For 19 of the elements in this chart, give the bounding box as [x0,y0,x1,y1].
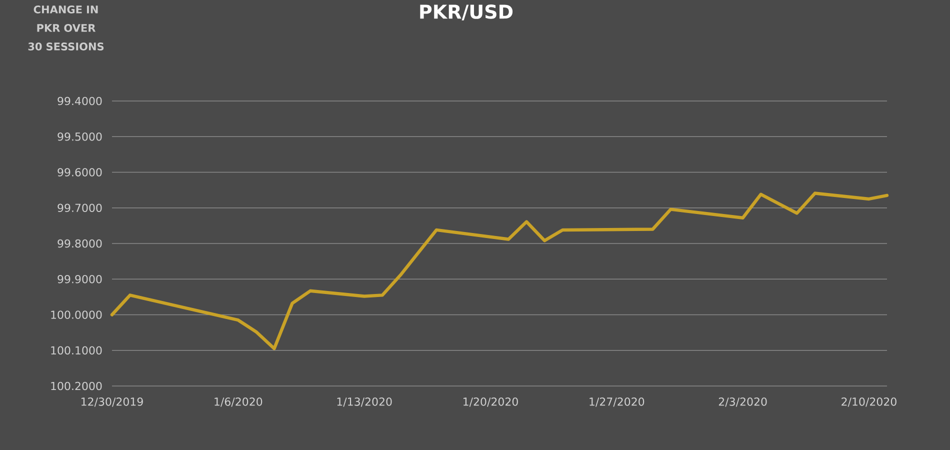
y-tick-label: 100.0000 [51,310,102,319]
y-tick-label: 99.6000 [58,168,102,176]
y-tick-label: 99.7000 [58,204,102,212]
y-tick-label: 99.9000 [58,274,102,284]
y-axis-title: CHANGE IN PKR OVER 30 SESSIONS [28,6,104,50]
x-tick-label: 1/20/2020 [463,398,518,407]
x-tick-label: 2/3/2020 [718,398,767,407]
x-tick-label: 2/10/2020 [842,398,896,407]
x-tick-label: 1/13/2020 [337,398,392,407]
x-tick-label: 1/27/2020 [590,398,644,407]
y-tick-label: 99.8000 [58,239,102,248]
x-tick-label: 1/6/2020 [214,398,262,407]
x-tick-label: 12/30/2019 [82,398,143,407]
y-tick-label: 99.4000 [58,96,102,106]
y-tick-label: 100.1000 [51,346,102,355]
y-tick-label: 100.2000 [51,382,102,390]
y-tick-label: 99.5000 [58,132,102,141]
chart-title: PKR/USD [420,4,513,20]
line-series [110,192,889,350]
